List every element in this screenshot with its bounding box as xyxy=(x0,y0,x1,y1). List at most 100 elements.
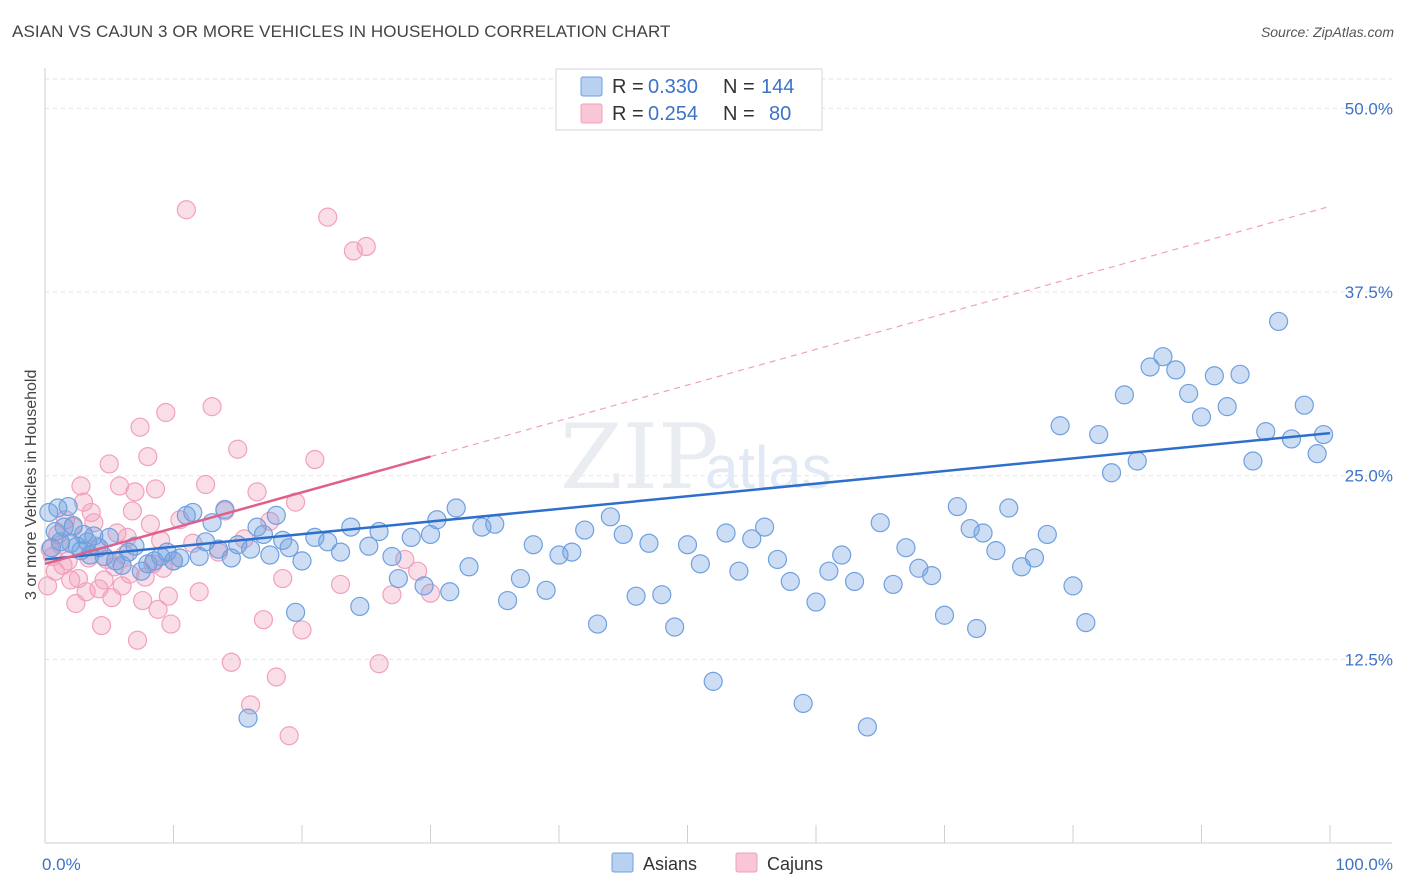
asian-point xyxy=(967,618,987,639)
legend: R = 0.330 N = 144 R = 0.254 N = 80 xyxy=(555,68,823,131)
cajun-point xyxy=(73,492,94,512)
asian-point xyxy=(285,602,306,622)
asian-point xyxy=(947,496,967,517)
asian-point xyxy=(260,545,280,565)
x-tick-label-min: 0.0% xyxy=(42,855,81,874)
asian-point xyxy=(266,505,286,525)
watermark-atlas: atlas xyxy=(705,434,832,501)
asian-point xyxy=(1024,548,1045,568)
asian-point xyxy=(690,554,710,574)
asian-point xyxy=(84,526,104,546)
asian-point xyxy=(58,496,78,517)
asian-point xyxy=(934,605,955,625)
tick-labels: 12.5% 25.0% 37.5% 50.0% 0.0% 100.0% xyxy=(42,99,1393,874)
asian-point xyxy=(960,518,980,539)
bottom-legend: Asians Cajuns xyxy=(611,852,823,874)
cajun-point xyxy=(130,417,150,437)
asian-point xyxy=(1166,360,1186,380)
asian-point xyxy=(1037,524,1057,545)
legend-r-value-asian: 0.330 xyxy=(648,76,698,98)
cajun-point xyxy=(228,439,248,459)
cajun-point xyxy=(145,479,166,499)
asian-point xyxy=(613,524,633,545)
asian-point xyxy=(253,524,274,545)
legend-r-label-asian: R = xyxy=(612,76,644,98)
cajun-point xyxy=(122,501,142,521)
asian-point xyxy=(1140,357,1160,377)
legend-n-label-asian: N = xyxy=(723,76,755,98)
asian-point xyxy=(485,514,505,534)
asian-point xyxy=(626,586,646,606)
cajun-point xyxy=(202,397,222,417)
asian-point xyxy=(600,507,621,527)
cajun-point xyxy=(196,474,216,495)
asian-point xyxy=(1089,424,1109,445)
asian-point xyxy=(48,498,68,518)
asian-point xyxy=(359,536,379,556)
asian-point xyxy=(575,520,595,540)
asian-point xyxy=(562,542,582,562)
cajun-point xyxy=(161,614,181,634)
legend-swatch-asian xyxy=(580,76,603,97)
asian-point xyxy=(1076,613,1096,633)
asian-point xyxy=(896,538,916,558)
legend-r-value-cajun: 0.254 xyxy=(648,103,698,125)
cajun-point xyxy=(140,514,160,534)
y-tick-label: 37.5% xyxy=(1345,283,1393,302)
chart-title: ASIAN VS CAJUN 3 OR MORE VEHICLES IN HOU… xyxy=(12,22,671,41)
asian-point xyxy=(1294,395,1314,415)
asian-point xyxy=(446,498,466,518)
asian-point xyxy=(382,546,402,567)
asian-point xyxy=(292,551,312,571)
cajun-point xyxy=(253,610,274,630)
asian-point xyxy=(401,527,421,548)
cajun-point xyxy=(343,241,363,261)
cajun-point xyxy=(330,574,351,595)
asian-point xyxy=(350,596,370,617)
y-tick-label: 12.5% xyxy=(1345,650,1393,669)
asian-point xyxy=(247,517,267,537)
y-tick-label: 25.0% xyxy=(1345,467,1393,486)
asian-point xyxy=(170,548,190,568)
cajun-point xyxy=(221,652,241,672)
watermark-zip: ZIP xyxy=(560,405,719,510)
asian-trend-line xyxy=(44,431,1331,561)
asian-point xyxy=(716,523,736,543)
y-axis-label: 3 or more Vehicles in Household xyxy=(23,370,40,600)
asian-point xyxy=(523,535,543,555)
cajun-point xyxy=(247,482,267,502)
legend-n-label-cajun: N = xyxy=(723,103,755,125)
legend-n-value-asian: 144 xyxy=(761,76,794,98)
cajun-point xyxy=(61,570,81,590)
trend-lines xyxy=(44,205,1331,566)
asian-point xyxy=(999,498,1019,518)
asian-point xyxy=(440,582,460,602)
asian-point xyxy=(844,571,865,592)
cajun-point xyxy=(266,667,286,687)
cajun-point xyxy=(292,620,312,640)
cajun-point xyxy=(133,590,153,611)
asian-point xyxy=(1307,444,1327,464)
cajun-point xyxy=(71,476,91,496)
asian-point xyxy=(414,576,434,596)
asian-point xyxy=(1179,383,1199,404)
bottom-legend-swatch-cajun xyxy=(735,852,758,873)
cajun-point xyxy=(420,583,441,603)
asian-point xyxy=(819,561,839,581)
cajun-point xyxy=(356,236,376,257)
asian-point xyxy=(1230,364,1250,384)
cajun-point xyxy=(138,446,158,467)
asian-point xyxy=(1114,385,1135,405)
asian-point xyxy=(652,585,672,605)
cajun-trend-extension xyxy=(430,205,1331,458)
legend-n-value-cajun: 80 xyxy=(769,103,791,125)
asian-point xyxy=(1191,407,1212,427)
cajun-point xyxy=(318,207,338,227)
bottom-legend-swatch-asian xyxy=(611,852,634,873)
asian-point xyxy=(703,671,723,691)
cajun-point xyxy=(279,726,299,746)
legend-r-label-cajun: R = xyxy=(612,103,644,125)
y-tick-label: 50.0% xyxy=(1345,99,1393,118)
x-tick-label-max: 100.0% xyxy=(1335,855,1393,874)
